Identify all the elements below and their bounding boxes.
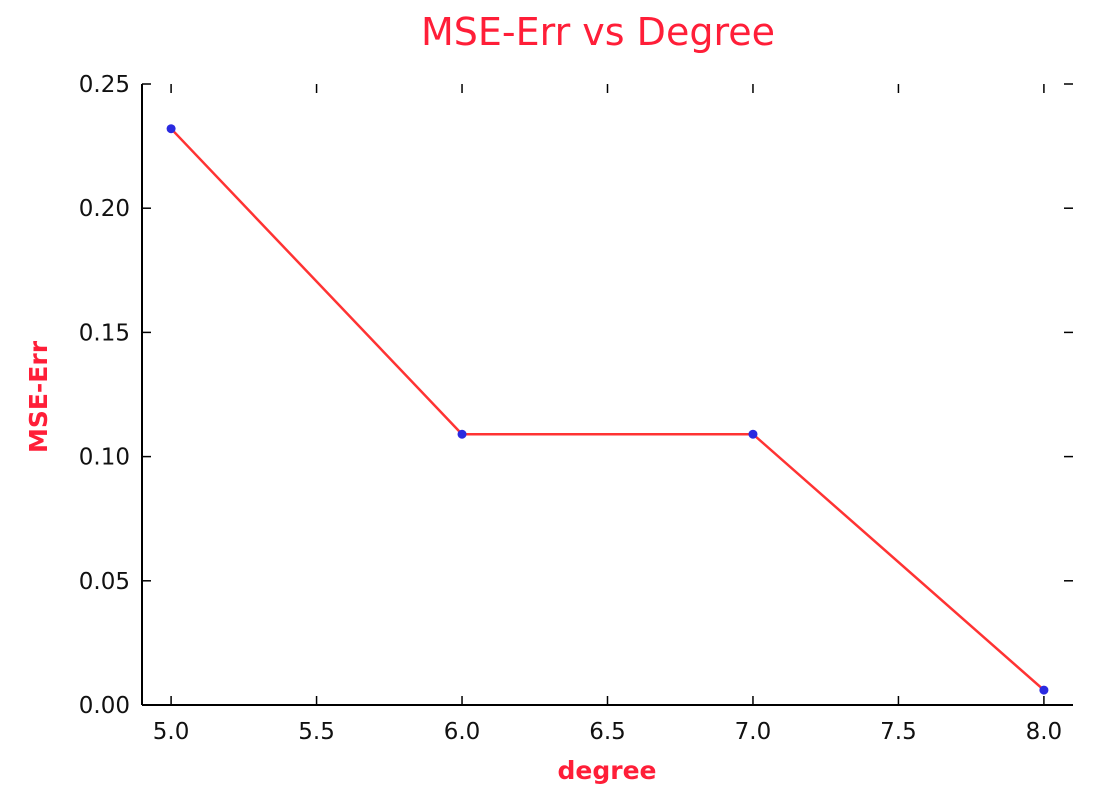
x-ticks: 5.0 5.5 6.0 6.5 7.0 7.5 8.0 <box>153 84 1062 745</box>
y-tick-label: 0.20 <box>79 196 130 222</box>
x-tick-label: 7.0 <box>735 719 772 745</box>
y-tick-label: 0.00 <box>79 693 130 719</box>
y-tick-label: 0.15 <box>79 320 130 346</box>
x-tick-label: 6.0 <box>444 719 481 745</box>
data-point <box>748 429 758 439</box>
x-tick-label: 5.5 <box>298 719 335 745</box>
chart-title: MSE-Err vs Degree <box>421 10 775 54</box>
data-point <box>1039 685 1049 695</box>
x-tick-label: 8.0 <box>1026 719 1063 745</box>
x-tick-label: 6.5 <box>589 719 626 745</box>
series-line <box>170 127 1045 692</box>
y-tick-label: 0.25 <box>79 72 130 98</box>
plot-area: 5.0 5.5 6.0 6.5 7.0 7.5 8.0 0.000.050.100.150.… <box>79 72 1073 745</box>
series-layer <box>166 124 1049 695</box>
y-tick-label: 0.05 <box>79 569 130 595</box>
data-point <box>166 124 176 134</box>
x-axis-label: degree <box>558 756 657 785</box>
x-tick-label: 7.5 <box>880 719 917 745</box>
x-tick-label: 5.0 <box>153 719 190 745</box>
data-point <box>457 429 467 439</box>
y-tick-label: 0.10 <box>79 445 130 471</box>
y-ticks: 0.00 0.05 0.10 0.15 0.20 0.25 <box>79 72 1073 719</box>
y-axis-label: MSE-Err <box>24 340 53 453</box>
